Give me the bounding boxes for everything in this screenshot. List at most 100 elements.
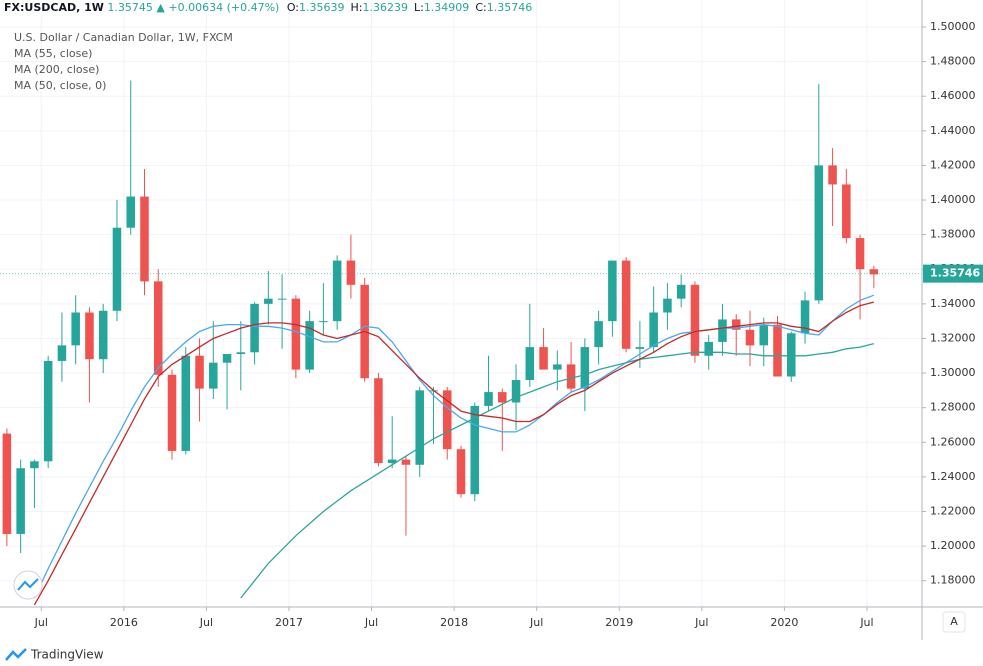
ohlc-value: 1.36239 (362, 1, 408, 14)
y-tick-label: 1.32000 (930, 331, 976, 344)
candle-body (346, 260, 356, 285)
y-tick-label: 1.34000 (930, 297, 976, 310)
candle-body (800, 300, 810, 334)
candle-body (773, 324, 782, 377)
x-tick-label: 2016 (110, 616, 138, 629)
x-tick-label: Jul (694, 616, 708, 629)
legend-entry: MA (50, close, 0) (14, 79, 106, 92)
candle-body (484, 392, 493, 406)
x-tick-label: Jul (859, 616, 873, 629)
candle-body (814, 165, 824, 301)
ma-line (33, 294, 875, 599)
candle-body (787, 333, 796, 377)
y-tick-label: 1.42000 (930, 158, 976, 171)
candle-body (855, 238, 865, 270)
candle-body (277, 298, 287, 300)
candle-body (718, 319, 727, 342)
ohlc-value: 1.35639 (299, 1, 345, 14)
candle-body (580, 347, 590, 389)
ohlc-label: L: (414, 1, 424, 14)
candle-body (250, 303, 259, 353)
header: FX:USDCAD, 1W 1.35745 ▲ +0.00634 (+0.47%… (4, 1, 532, 14)
y-tick-label: 1.38000 (930, 228, 976, 241)
candle-body (85, 312, 94, 360)
candle-body (153, 281, 163, 375)
axes: 1.18000 1.20000 1.22000 1.24000 1.26000 1.280… (34, 20, 983, 629)
candle-body (635, 347, 645, 349)
chart-title: U.S. Dollar / Canadian Dollar, 1W, FXCM (14, 31, 233, 44)
price: 1.35745 (107, 1, 153, 14)
y-tick-label: 1.26000 (930, 435, 976, 448)
ohlc-value: 1.35746 (487, 1, 533, 14)
y-tick-label: 1.24000 (930, 470, 976, 483)
candle-body (649, 312, 658, 348)
candle-body (57, 345, 67, 361)
candle-body (511, 379, 521, 403)
y-tick-label: 1.20000 (930, 539, 976, 552)
candle-body (319, 321, 328, 323)
x-tick-label: 2018 (440, 616, 468, 629)
x-tick-label: 2019 (605, 616, 633, 629)
candle-body (869, 269, 879, 275)
last-price-box (923, 264, 983, 283)
chart-logo (13, 570, 43, 600)
legend-entry: MA (200, close) (14, 63, 99, 76)
candle-body (2, 433, 12, 534)
y-tick-label: 1.44000 (930, 124, 976, 137)
candle-body (525, 347, 535, 380)
y-tick-label: 1.18000 (930, 574, 976, 587)
candle-body (539, 347, 548, 370)
plot-area (0, 80, 922, 606)
ma-line (240, 342, 874, 599)
candle-body (236, 352, 246, 355)
x-tick-label: Jul (364, 616, 378, 629)
y-tick-label: 1.30000 (930, 366, 976, 379)
candle-body (745, 329, 755, 346)
candle-body (16, 468, 25, 534)
candle-body (305, 321, 314, 370)
candle-body (209, 362, 218, 389)
candle-body (98, 310, 108, 360)
candle-body (374, 378, 383, 464)
auto-scale-button[interactable] (942, 611, 966, 633)
last-price-label: 1.35746 (930, 267, 980, 280)
candle-body (387, 459, 397, 464)
x-tick-label: 2020 (770, 616, 798, 629)
ma-line (33, 301, 874, 606)
candle-body (621, 260, 631, 349)
candle-body (195, 355, 204, 389)
candle-body (112, 227, 122, 311)
candle-body (43, 360, 53, 462)
candle-body (828, 165, 837, 185)
ohlc: O:1.35639 H:1.36239 L:1.34909 C:1.35746 (287, 1, 532, 14)
y-tick-label: 1.40000 (930, 193, 976, 206)
candle-body (676, 284, 686, 299)
candle-body (415, 390, 424, 465)
y-tick-label: 1.48000 (930, 55, 976, 68)
grid (0, 0, 922, 607)
candle-body (842, 184, 851, 239)
candle-body (663, 298, 672, 313)
candle-body (690, 284, 700, 356)
candle-body (30, 461, 39, 469)
candle-body (167, 374, 177, 451)
ohlc-label: O: (287, 1, 299, 14)
symbol: FX:USDCAD, 1W (4, 1, 104, 14)
candle-body (264, 298, 273, 304)
candle-body (553, 364, 562, 370)
candle-body (71, 312, 80, 346)
candle-body (731, 319, 741, 330)
candle-body (498, 392, 507, 403)
candle-body (291, 298, 301, 370)
x-tick-label: 2017 (275, 616, 303, 629)
brand-name: TradingView (30, 648, 104, 662)
y-tick-label: 1.50000 (930, 20, 976, 33)
candle-body (181, 355, 191, 451)
legend: MA (55, close) MA (200, close) MA (50, clo… (14, 47, 106, 92)
y-tick-label: 1.28000 (930, 401, 976, 414)
auto-scale-label[interactable]: A (950, 615, 958, 628)
candle-body (456, 449, 466, 495)
x-tick-label: Jul (34, 616, 48, 629)
